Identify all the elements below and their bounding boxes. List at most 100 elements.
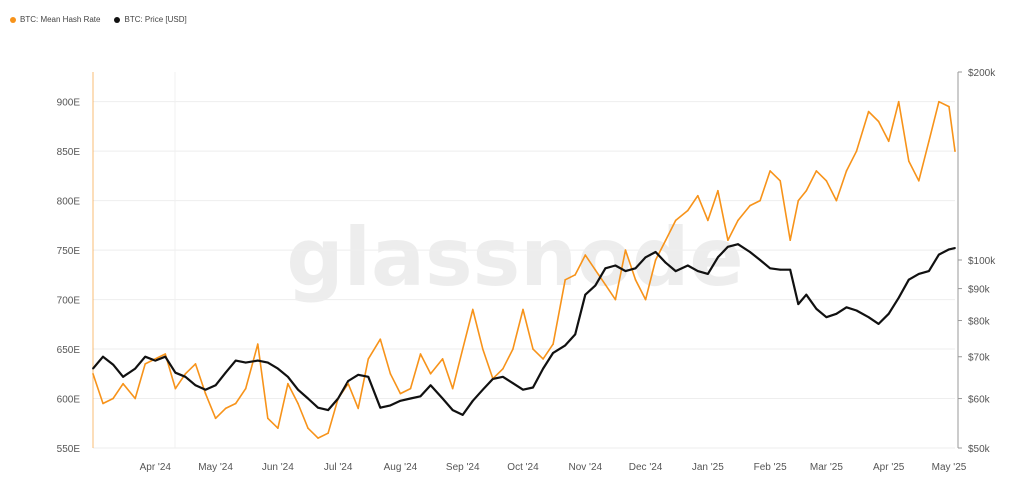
point-hash-rate — [907, 160, 910, 162]
point-price — [287, 375, 289, 378]
point-price — [749, 251, 751, 253]
point-price — [614, 264, 617, 267]
point-hash-rate — [855, 150, 858, 152]
point-price — [938, 253, 940, 256]
point-hash-rate — [441, 358, 444, 360]
point-price — [532, 386, 534, 389]
point-hash-rate — [727, 239, 729, 242]
point-price — [706, 273, 709, 275]
point-hash-rate — [214, 417, 217, 420]
point-hash-rate — [759, 199, 761, 202]
point-hash-rate — [134, 397, 136, 400]
legend-item-price[interactable]: BTC: Price [USD] — [114, 15, 187, 24]
left-tick-label: 750E — [57, 246, 81, 257]
point-hash-rate — [604, 283, 607, 286]
point-price — [214, 384, 217, 387]
x-tick-label: May '24 — [198, 462, 233, 473]
point-price — [461, 413, 464, 416]
chart-legend: BTC: Mean Hash Rate BTC: Price [USD] — [10, 15, 187, 24]
x-tick-label: Jul '24 — [324, 462, 353, 473]
point-price — [594, 284, 597, 287]
point-price — [644, 256, 647, 259]
point-price — [399, 399, 402, 402]
point-price — [122, 375, 125, 378]
point-price — [522, 388, 524, 391]
point-hash-rate — [307, 427, 309, 430]
point-hash-rate — [482, 348, 484, 350]
point-price — [512, 382, 514, 385]
point-hash-rate — [574, 274, 577, 276]
point-price — [825, 316, 828, 319]
point-price — [897, 296, 900, 299]
x-tick-label: May '25 — [932, 462, 967, 473]
point-price — [307, 397, 309, 400]
point-hash-rate — [256, 343, 259, 345]
x-tick-label: Nov '24 — [568, 462, 602, 473]
point-price — [491, 378, 494, 380]
point-price — [624, 270, 627, 272]
point-price — [584, 293, 587, 296]
point-price — [134, 367, 137, 370]
point-hash-rate — [419, 353, 422, 355]
point-price — [686, 264, 689, 267]
point-hash-rate — [594, 269, 597, 271]
point-hash-rate — [749, 204, 751, 207]
point-hash-rate — [654, 259, 657, 261]
x-tick-label: Feb '25 — [754, 462, 787, 473]
point-hash-rate — [674, 219, 677, 222]
point-price — [297, 388, 299, 391]
point-price — [337, 397, 340, 400]
left-tick-label: 900E — [57, 98, 81, 109]
point-hash-rate — [697, 194, 699, 197]
point-hash-rate — [835, 199, 838, 202]
point-hash-rate — [277, 427, 279, 430]
point-hash-rate — [379, 338, 382, 340]
point-hash-rate — [92, 372, 94, 375]
point-hash-rate — [845, 170, 848, 172]
point-hash-rate — [112, 397, 114, 400]
point-price — [855, 309, 858, 312]
right-tick-label: $70k — [968, 353, 991, 364]
point-hash-rate — [522, 308, 524, 311]
point-hash-rate — [367, 358, 370, 360]
point-hash-rate — [789, 239, 792, 242]
series-line-hash-rate — [92, 100, 956, 439]
point-price — [266, 361, 269, 364]
right-tick-label: $100k — [968, 256, 996, 267]
point-price — [769, 267, 772, 270]
point-price — [737, 243, 739, 246]
point-price — [144, 355, 147, 358]
point-hash-rate — [297, 402, 299, 405]
point-price — [805, 293, 808, 296]
point-hash-rate — [644, 298, 647, 301]
point-hash-rate — [805, 189, 808, 192]
point-price — [574, 333, 577, 336]
point-price — [502, 375, 504, 378]
point-price — [224, 371, 227, 374]
point-hash-rate — [552, 343, 554, 345]
point-price — [664, 261, 667, 264]
point-price — [204, 388, 207, 391]
point-hash-rate — [707, 219, 709, 222]
point-price — [634, 267, 637, 270]
point-hash-rate — [634, 278, 637, 281]
point-price — [441, 397, 444, 400]
point-hash-rate — [327, 432, 329, 434]
point-price — [102, 355, 104, 358]
left-tick-label: 700E — [57, 296, 81, 307]
point-hash-rate — [389, 372, 392, 375]
left-tick-label: 800E — [57, 197, 81, 208]
point-price — [552, 351, 555, 354]
point-hash-rate — [624, 249, 627, 251]
right-tick-label: $90k — [968, 285, 991, 296]
x-tick-label: Apr '24 — [140, 462, 172, 473]
legend-item-hash-rate[interactable]: BTC: Mean Hash Rate — [10, 15, 100, 24]
point-hash-rate — [429, 372, 432, 375]
point-price — [164, 355, 167, 358]
x-tick-label: Jun '24 — [262, 462, 294, 473]
point-hash-rate — [717, 189, 719, 192]
x-tick-label: Apr '25 — [873, 462, 905, 473]
point-price — [174, 371, 177, 374]
point-price — [877, 323, 880, 325]
